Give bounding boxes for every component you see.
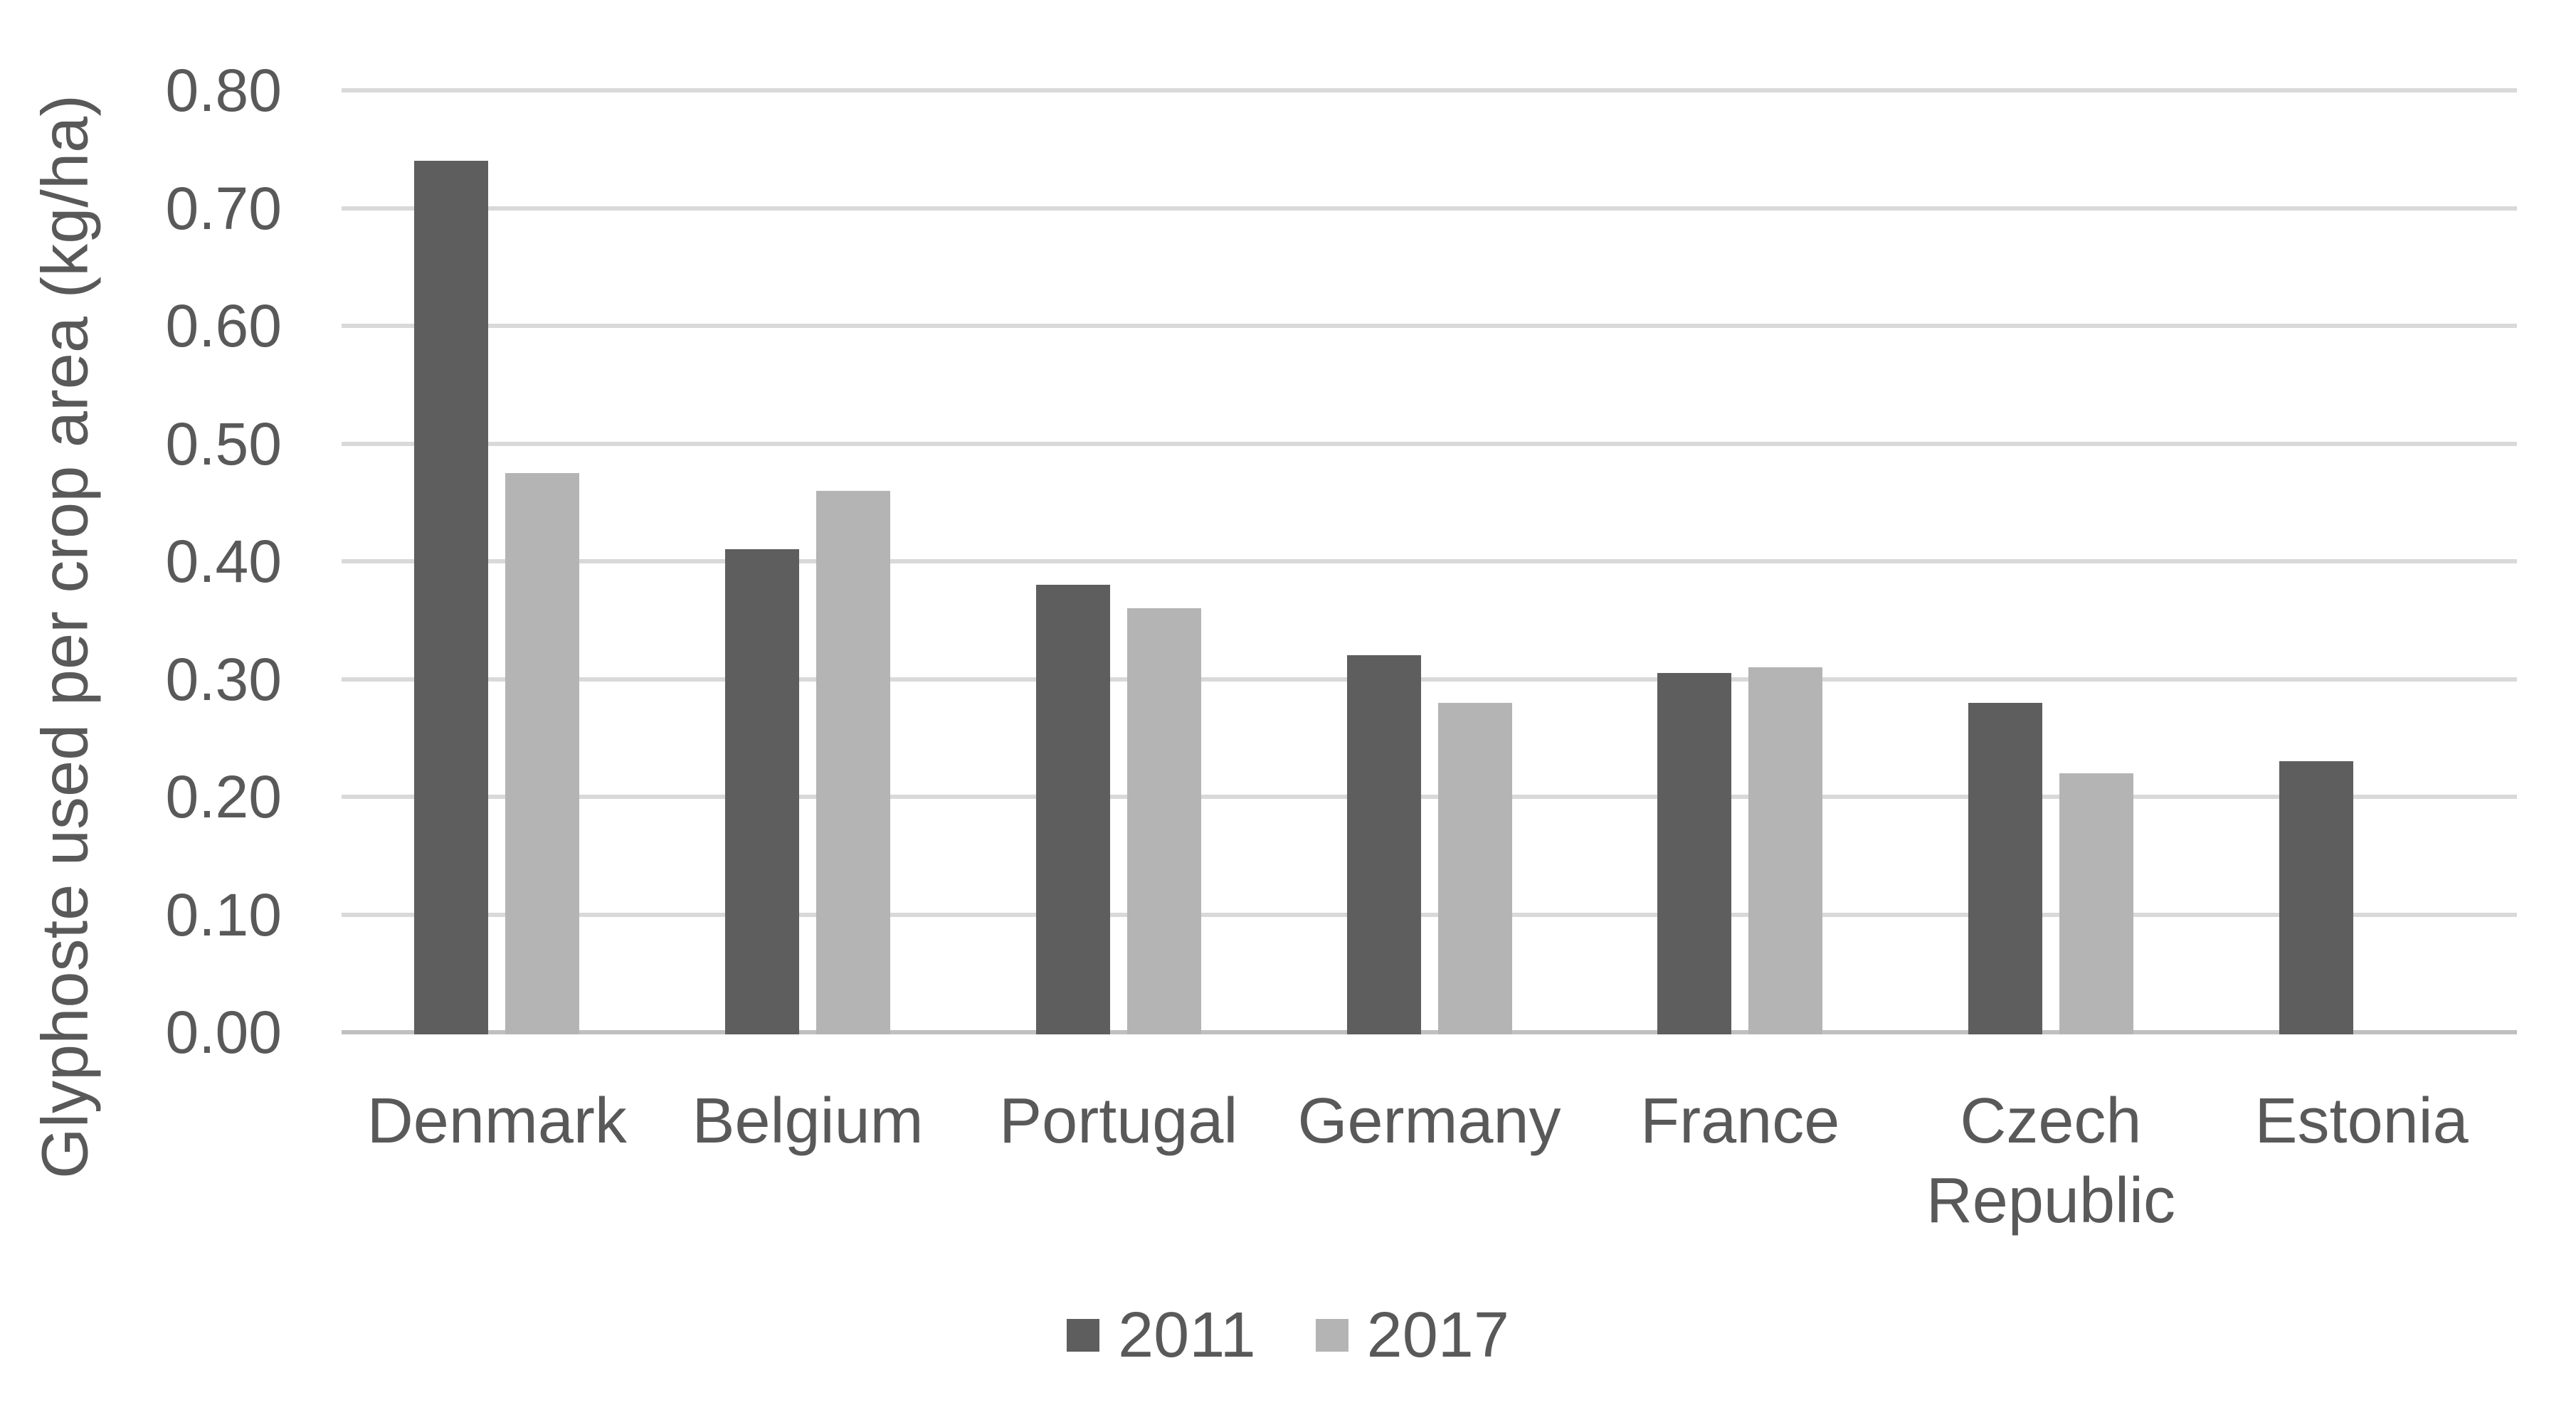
bar-2017-denmark — [505, 472, 580, 1034]
y-tick-label: 0.20 — [165, 763, 283, 830]
x-category-label: Germany — [1297, 1086, 1561, 1157]
y-tick-label: 0.60 — [165, 292, 283, 359]
y-tick-label: 0.40 — [165, 528, 283, 595]
x-axis-line — [342, 1030, 2517, 1034]
bar-2011-belgium — [725, 549, 800, 1034]
x-category-label: Belgium — [692, 1086, 924, 1157]
bar-2011-france — [1657, 673, 1732, 1034]
legend-swatch-2017 — [1315, 1319, 1348, 1352]
bar-2017-belgium — [816, 490, 891, 1034]
legend-label: 2017 — [1366, 1300, 1509, 1371]
bar-2017-portugal — [1126, 608, 1201, 1034]
legend: 2011 2017 — [0, 1303, 2576, 1367]
gridline — [342, 324, 2517, 328]
y-tick-label: 0.80 — [165, 57, 283, 124]
gridline — [342, 441, 2517, 446]
legend-swatch-2011 — [1067, 1319, 1100, 1352]
y-tick-label: 0.70 — [165, 174, 283, 242]
bar-2011-czech-republic — [1968, 702, 2042, 1034]
x-category-label: Portugal — [999, 1086, 1238, 1157]
legend-item-2017: 2017 — [1315, 1300, 1509, 1371]
bar-2011-portugal — [1035, 585, 1110, 1034]
bar-2017-germany — [1437, 702, 1512, 1034]
gridline — [342, 559, 2517, 563]
gridline — [342, 88, 2517, 92]
legend-item-2011: 2011 — [1067, 1303, 1256, 1367]
bar-2011-estonia — [2279, 761, 2353, 1034]
gridline — [342, 677, 2517, 682]
x-category-label: Estonia — [2254, 1086, 2469, 1157]
y-tick-label: 0.30 — [165, 645, 283, 713]
x-category-label: Czech Republic — [1926, 1086, 2176, 1236]
gridline — [342, 206, 2517, 211]
y-tick-label: 0.50 — [165, 410, 283, 477]
y-tick-label: 0.10 — [165, 881, 283, 948]
legend-label: 2011 — [1118, 1300, 1256, 1371]
bar-2017-france — [1748, 667, 1823, 1034]
x-category-label: Denmark — [366, 1086, 627, 1157]
bar-2011-denmark — [414, 161, 489, 1034]
bar-2017-czech-republic — [2059, 773, 2133, 1034]
bar-2011-germany — [1346, 655, 1421, 1034]
gridline — [342, 795, 2517, 799]
x-category-label: France — [1640, 1086, 1840, 1157]
y-tick-label: 0.00 — [165, 999, 283, 1066]
gridline — [342, 912, 2517, 917]
